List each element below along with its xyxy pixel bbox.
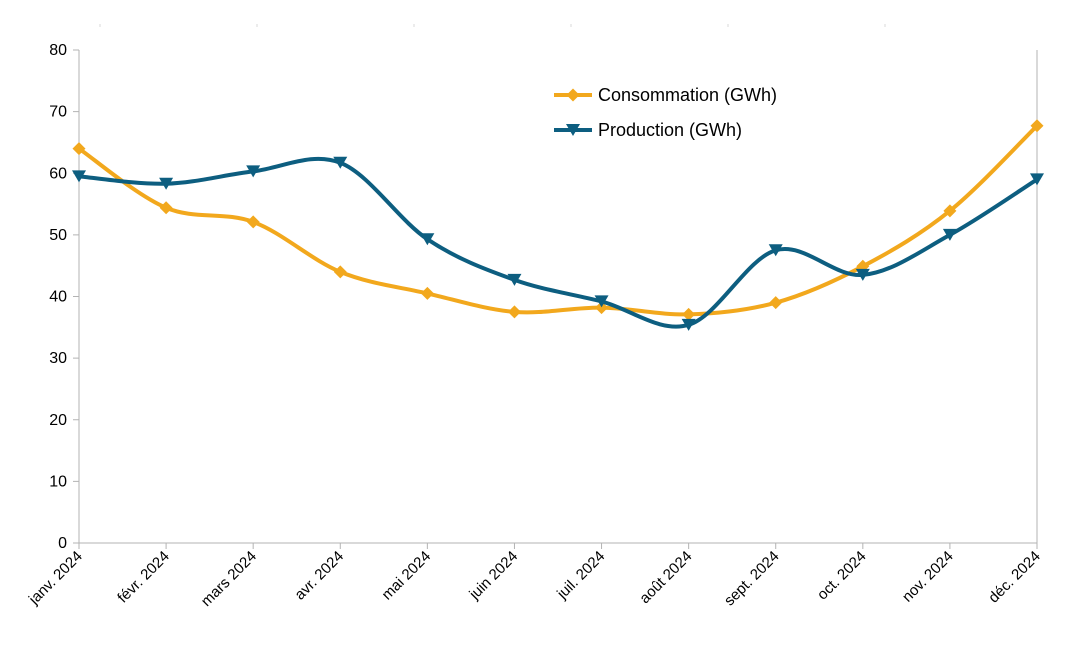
y-tick-label: 10	[49, 473, 67, 490]
point-consommation	[943, 204, 957, 218]
top-decoration	[99, 24, 886, 27]
point-consommation	[420, 286, 434, 300]
y-tick-label: 30	[49, 350, 67, 367]
y-tick-label: 70	[49, 104, 67, 121]
y-tick-label: 40	[49, 289, 67, 306]
legend-label-production: Production (GWh)	[598, 120, 742, 140]
point-production	[855, 268, 870, 281]
x-tick-label: août 2024	[636, 548, 695, 607]
x-tick-label: oct. 2024	[814, 548, 870, 604]
x-axis-ticks: janv. 2024 févr. 2024 mars 2024 avr. 2024 ma…	[25, 543, 1044, 610]
point-production	[333, 156, 348, 169]
line-consommation	[77, 123, 1039, 317]
series-production	[72, 156, 1044, 331]
point-consommation	[246, 215, 260, 229]
axes	[78, 50, 1038, 544]
legend-marker-production	[566, 124, 580, 136]
point-production	[768, 244, 783, 257]
legend-marker-consommation	[566, 88, 580, 102]
x-tick-label: juin 2024	[465, 548, 521, 604]
point-production	[72, 170, 86, 183]
point-production	[420, 233, 435, 246]
x-tick-label: juil. 2024	[553, 548, 608, 603]
x-tick-label: sept. 2024	[721, 548, 783, 610]
y-tick-label: 0	[58, 535, 67, 552]
point-production	[1030, 173, 1044, 186]
point-consommation	[769, 296, 783, 310]
legend: Consommation (GWh) Production (GWh)	[554, 85, 777, 140]
point-production	[246, 165, 261, 178]
y-tick-label: 50	[49, 227, 67, 244]
point-consommation	[1030, 119, 1044, 133]
y-tick-label: 20	[49, 412, 67, 429]
legend-label-consommation: Consommation (GWh)	[598, 85, 777, 105]
x-tick-label: janv. 2024	[25, 548, 86, 609]
line-production	[77, 156, 1039, 329]
point-production	[594, 295, 609, 308]
x-tick-label: févr. 2024	[114, 548, 173, 607]
series-group	[72, 119, 1044, 331]
x-tick-label: mai 2024	[379, 548, 435, 604]
legend-item-production: Production (GWh)	[554, 120, 742, 140]
y-axis-ticks: 0 10 20 30 40 50 60 70 80	[49, 42, 79, 552]
x-tick-label: avr. 2024	[291, 548, 347, 604]
point-consommation	[507, 305, 521, 319]
y-tick-label: 80	[49, 42, 67, 59]
point-consommation	[333, 265, 347, 279]
series-consommation	[72, 119, 1044, 321]
point-production	[159, 177, 174, 190]
point-consommation	[72, 142, 86, 156]
point-consommation	[682, 307, 696, 321]
x-tick-label: mars 2024	[198, 548, 260, 610]
point-production	[942, 228, 957, 241]
x-tick-label: déc. 2024	[985, 548, 1044, 607]
legend-item-consommation: Consommation (GWh)	[554, 85, 777, 105]
point-production	[681, 318, 696, 331]
y-tick-label: 60	[49, 165, 67, 182]
point-consommation	[159, 201, 173, 215]
x-tick-label: nov. 2024	[899, 548, 957, 606]
point-production	[507, 273, 522, 286]
